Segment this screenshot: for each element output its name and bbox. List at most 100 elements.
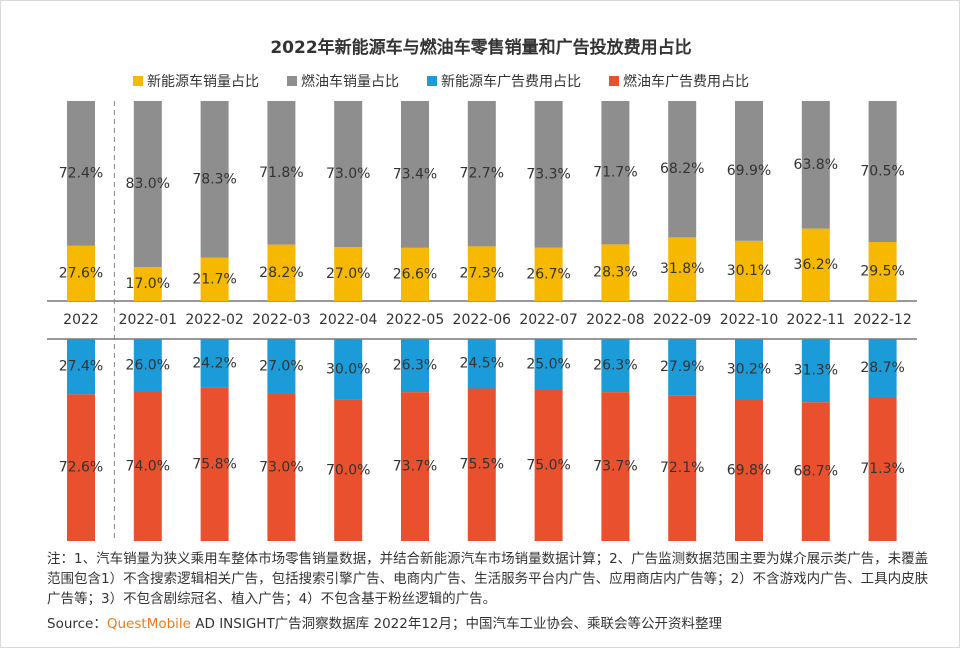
bar-segment [735,101,763,241]
bar-segment [200,339,229,388]
value-label: 71.8% [259,165,303,181]
bar-segment [267,393,296,541]
bar-segment [601,244,630,301]
value-label: 30.2% [727,362,771,378]
bar-segment [801,402,830,541]
bar-segment [334,247,363,301]
bar-segment [467,339,496,389]
value-label: 26.6% [393,266,437,282]
bar-segment [334,399,363,541]
value-label: 26.3% [593,358,637,374]
bar-segment [601,339,630,393]
bar-segment [467,101,496,247]
value-label: 70.0% [326,462,370,478]
bar-segment [133,267,162,301]
legend-label: 燃油车广告费用占比 [623,73,749,90]
bar-segment [868,101,897,242]
bar-segment [200,387,229,541]
bar-segment [868,396,897,541]
bar-segment [133,391,162,541]
source-brand: QuestMobile [106,616,191,632]
value-label: 30.0% [326,361,370,377]
x-tick-label: 2022-01 [119,312,178,328]
bar-segment [735,339,763,401]
value-label: 73.0% [326,166,370,182]
x-tick-label: 2022-04 [319,312,378,328]
legend-label: 新能源车广告费用占比 [441,73,581,90]
bar-segment [67,101,95,246]
bar-segment [133,101,162,267]
x-tick-label: 2022-07 [519,312,578,328]
bar-segment [735,400,763,541]
value-label: 74.0% [126,458,170,474]
value-label: 73.7% [593,459,637,475]
legend-label: 燃油车销量占比 [301,73,399,90]
bar-segment [668,237,697,301]
value-label: 28.3% [593,265,637,281]
bar-segment [534,101,563,248]
value-label: 72.6% [59,460,103,476]
value-label: 27.3% [460,266,504,282]
value-label: 17.0% [126,276,170,292]
value-label: 72.7% [460,166,504,182]
value-label: 21.7% [192,271,236,287]
bar-segment [868,339,897,397]
value-label: 29.5% [860,264,904,280]
source-text: AD INSIGHT广告洞察数据库 2022年12月；中国汽车工业协会、乘联会等… [190,616,723,632]
value-label: 24.2% [192,355,236,371]
bar-segment [401,339,429,393]
bar-segment [267,101,296,245]
value-label: 26.0% [126,357,170,373]
value-label: 31.8% [660,261,704,277]
value-label: 71.7% [593,165,637,181]
legend-swatch [427,76,437,86]
x-tick-label: 2022-11 [787,312,846,328]
bar-segment [267,339,296,394]
value-label: 75.5% [460,457,504,473]
value-label: 71.3% [860,461,904,477]
chart-title: 2022年新能源车与燃油车零售销量和广告投放费用占比 [270,37,691,58]
value-label: 63.8% [794,157,838,173]
bar-segment [200,101,229,258]
value-label: 30.1% [727,263,771,279]
bar-segment [868,242,897,301]
value-label: 68.2% [660,161,704,177]
value-label: 68.7% [794,464,838,480]
value-label: 24.5% [460,356,504,372]
bar-segment [735,240,763,301]
bar-segment [801,228,830,301]
value-label: 73.4% [393,166,437,182]
value-label: 28.7% [860,360,904,376]
bar-segment [133,339,162,392]
note: 注：1、汽车销量为狭义乘用车整体市场零售销量数据，并结合新能源汽车市场销量数据计… [47,551,929,607]
x-tick-label: 2022-02 [185,312,244,328]
bar-segment [668,339,697,396]
bar-segment [668,395,697,541]
value-label: 69.8% [727,463,771,479]
x-tick-label: 2022-08 [586,312,645,328]
legend-swatch [609,76,619,86]
bar-segment [401,101,429,248]
value-label: 73.0% [259,459,303,475]
value-label: 70.5% [860,164,904,180]
value-label: 83.0% [126,176,170,192]
value-label: 25.0% [526,356,570,372]
bar-segment [801,101,830,229]
bar-segment [668,101,697,238]
bar-segment [801,339,830,403]
value-label: 75.8% [192,456,236,472]
bar-segment [200,257,229,301]
source: Source：QuestMobile AD INSIGHT广告洞察数据库 202… [47,614,932,634]
value-label: 27.0% [259,358,303,374]
bar-segment [334,101,363,247]
value-label: 27.4% [59,359,103,375]
bar-segment [534,389,563,541]
value-label: 73.3% [526,166,570,182]
x-tick-label: 2022-06 [453,312,512,328]
x-tick-label: 2022-09 [653,312,712,328]
x-tick-label: 2022-05 [386,312,445,328]
bar-segment [67,245,95,301]
bar-segment [534,339,563,390]
